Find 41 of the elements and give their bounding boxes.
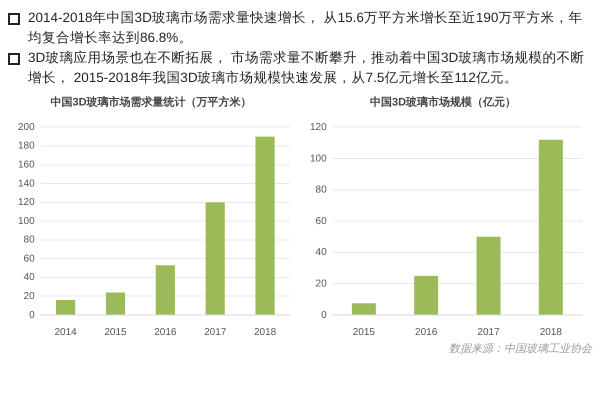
y-tick-label: 60 [24, 253, 36, 264]
y-tick-label: 40 [316, 247, 328, 258]
y-tick-label: 160 [18, 160, 36, 171]
bar [56, 300, 76, 314]
x-tick-label: 2017 [204, 326, 227, 338]
y-tick-label: 0 [29, 310, 36, 321]
x-tick-label: 2017 [477, 326, 500, 338]
y-tick-label: 80 [24, 234, 36, 246]
y-tick-label: 60 [316, 216, 328, 227]
x-tick-label: 2018 [540, 326, 562, 338]
x-tick-label: 2016 [154, 326, 177, 338]
y-tick-label: 100 [18, 216, 36, 227]
bar [352, 303, 376, 314]
bar [255, 136, 275, 314]
bar [206, 202, 225, 314]
x-tick-label: 2016 [415, 326, 438, 338]
y-tick-label: 180 [18, 140, 36, 152]
y-tick-label: 40 [24, 272, 36, 284]
x-tick-label: 2014 [54, 326, 78, 338]
y-tick-label: 140 [18, 178, 36, 190]
x-tick-label: 2018 [254, 326, 277, 338]
y-tick-label: 120 [310, 122, 328, 133]
bar [106, 292, 126, 314]
y-tick-label: 200 [18, 122, 36, 133]
bar [476, 236, 501, 314]
y-tick-label: 100 [310, 153, 328, 164]
y-tick-label: 0 [321, 310, 328, 321]
bar [156, 265, 175, 314]
y-tick-label: 20 [316, 278, 328, 290]
chart-title: 中国3D玻璃市场规模（亿元） [370, 96, 516, 109]
text: 3D玻璃应用场景也在不断拓展， 市场需求量不断攀升，推动着中国3D玻璃市场规模的不断增长， 2015-2018年我国3D玻璃市场规模快速发展，从7.5亿元增长至112亿元。 [28, 49, 586, 87]
x-tick-label: 2015 [352, 326, 376, 338]
chart-title: 中国3D玻璃市场需求量统计（万平方米） [50, 96, 252, 109]
y-tick-label: 80 [316, 184, 328, 196]
source-note: 数据来源：中国玻璃工业协会 [448, 342, 592, 356]
y-tick-label: 120 [18, 197, 36, 208]
x-tick-label: 2015 [104, 326, 128, 338]
y-tick-label: 20 [24, 290, 36, 302]
bar [414, 276, 438, 314]
bar [538, 140, 563, 314]
text: 2014-2018年中国3D玻璃市场需求量快速增长， 从15.6万平方米增长至近190万平方米，年均复合增长率达到86.8%。 [28, 9, 584, 47]
